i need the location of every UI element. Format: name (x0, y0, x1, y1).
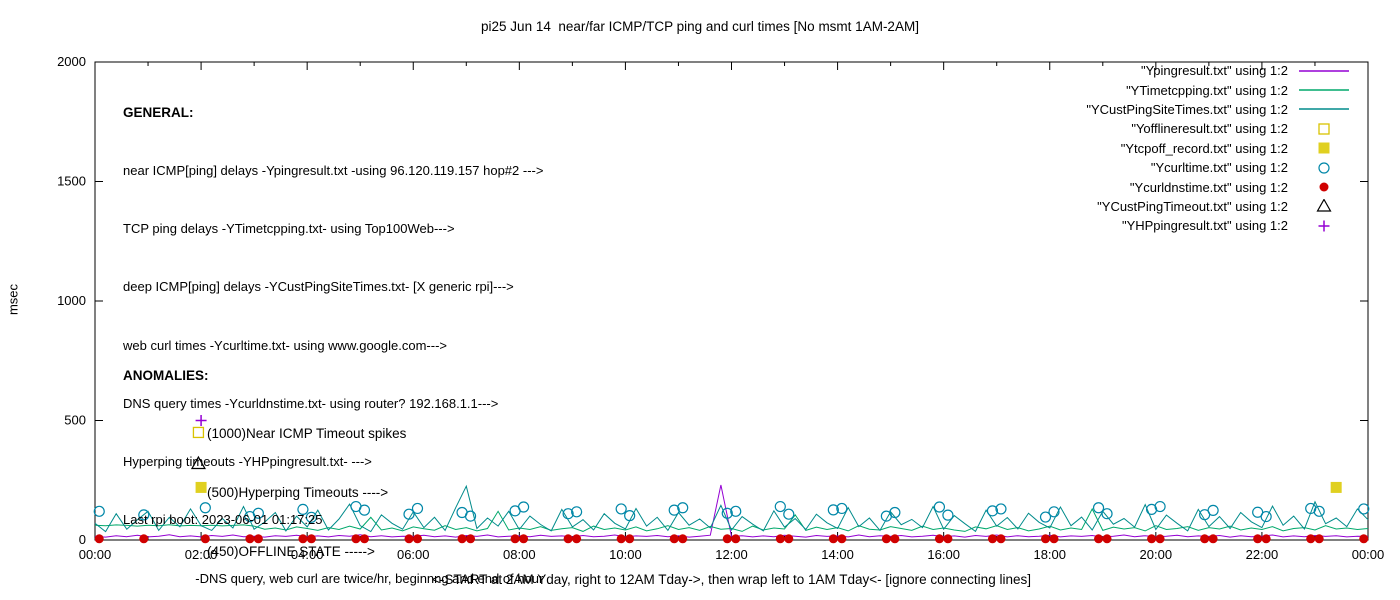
legend-swatch-open-triangle (1316, 199, 1332, 213)
svg-text:06:00: 06:00 (397, 547, 430, 562)
svg-text:500: 500 (64, 413, 86, 428)
legend-swatch-line (1299, 108, 1349, 111)
chart-title: pi25 Jun 14 near/far ICMP/TCP ping and c… (481, 19, 919, 34)
legend-label: "Yofflineresult.txt" using 1:2 (1131, 121, 1288, 137)
y-axis-label: msec (5, 283, 21, 316)
svg-text:0: 0 (79, 532, 86, 547)
legend-swatch-plus (1318, 220, 1330, 232)
svg-text:20:00: 20:00 (1140, 547, 1173, 562)
series-YHPpingresult.txt (195, 415, 207, 426)
general-line: deep ICMP[ping] delays -YCustPingSiteTim… (123, 279, 514, 295)
general-line: -DNS query, web curl are twice/hr, begin… (123, 570, 544, 586)
legend-row: "YHPpingresult.txt" using 1:2 (1086, 216, 1352, 235)
series-YCustPingTimeout.txt (190, 455, 206, 470)
legend-row: "YCustPingTimeout.txt" using 1:2 (1086, 197, 1352, 216)
legend-label: "YCustPingSiteTimes.txt" using 1:2 (1086, 101, 1288, 117)
series-YTimetcpping.txt (94, 507, 1369, 532)
general-line: DNS query times -Ycurldnstime.txt- using… (123, 395, 499, 411)
legend-row: "YCustPingSiteTimes.txt" using 1:2 (1086, 100, 1352, 119)
legend-row: "Ytcpoff_record.txt" using 1:2 (1086, 139, 1352, 158)
legend-label: "Ycurltime.txt" using 1:2 (1150, 160, 1288, 176)
series-Ycurltime.txt (93, 500, 1370, 523)
general-line: Last rpi boot: 2023-06-01 01:17:25 (123, 512, 323, 528)
general-line: near ICMP[ping] delays -Ypingresult.txt … (123, 163, 544, 179)
svg-text:04:00: 04:00 (291, 547, 324, 562)
general-heading: GENERAL: (123, 104, 194, 120)
legend-swatch-line (1299, 69, 1349, 72)
legend-swatch-open-square (1318, 123, 1330, 135)
series-Yofflineresult.txt (192, 426, 205, 439)
svg-text:2000: 2000 (57, 54, 86, 69)
svg-text:16:00: 16:00 (927, 547, 960, 562)
legend: "Ypingresult.txt" using 1:2 "YTimetcppin… (1086, 61, 1352, 236)
general-line: web curl times -Ycurltime.txt- using www… (123, 337, 448, 353)
legend-label: "Ypingresult.txt" using 1:2 (1140, 63, 1288, 79)
legend-row: "Ypingresult.txt" using 1:2 (1086, 61, 1352, 80)
series-Ycurldnstime.txt (94, 534, 1369, 544)
anomalies-heading: ANOMALIES: (123, 368, 209, 383)
anomalies-annotation-block: (1000)Near ICMP Timeout spikes (500)Hype… (207, 385, 406, 600)
legend-row: "Ycurltime.txt" using 1:2 (1086, 158, 1352, 177)
series-Ypingresult.txt (94, 484, 1369, 538)
legend-label: "YHPpingresult.txt" using 1:2 (1121, 218, 1288, 234)
legend-swatch-line (1299, 89, 1349, 91)
legend-label: "Ytcpoff_record.txt" using 1:2 (1120, 140, 1288, 156)
svg-text:00:00: 00:00 (79, 547, 112, 562)
svg-text:22:00: 22:00 (1246, 547, 1279, 562)
legend-label: "YTimetcpping.txt" using 1:2 (1126, 82, 1288, 98)
general-line: TCP ping delays -YTimetcpping.txt- using… (123, 221, 455, 237)
svg-text:18:00: 18:00 (1033, 547, 1066, 562)
legend-label: "YCustPingTimeout.txt" using 1:2 (1097, 198, 1288, 214)
svg-text:12:00: 12:00 (715, 547, 748, 562)
legend-row: "YTimetcpping.txt" using 1:2 (1086, 80, 1352, 99)
anomaly-line: (450)OFFLINE STATE -----> (207, 543, 375, 559)
legend-swatch-filled-circle (1319, 182, 1329, 192)
series-Ytcpoff_record.txt (195, 481, 1342, 493)
legend-row: "Ycurldnstime.txt" using 1:2 (1086, 177, 1352, 196)
svg-text:14:00: 14:00 (821, 547, 854, 562)
general-line: Hyperping timeouts -YHPpingresult.txt- -… (123, 454, 372, 470)
legend-swatch-filled-square (1318, 142, 1330, 154)
anomaly-line: (500)Hyperping Timeouts ----> (207, 484, 389, 500)
svg-text:1500: 1500 (57, 174, 86, 189)
svg-text:00:00: 00:00 (1352, 547, 1385, 562)
svg-text:08:00: 08:00 (503, 547, 536, 562)
legend-row: "Yofflineresult.txt" using 1:2 (1086, 119, 1352, 138)
svg-text:02:00: 02:00 (185, 547, 218, 562)
x-axis-label: <-START at 2AM Yday, right to 12AM Tday-… (432, 572, 1031, 587)
legend-label: "Ycurldnstime.txt" using 1:2 (1129, 179, 1288, 195)
anomaly-line: (1000)Near ICMP Timeout spikes (207, 426, 407, 442)
legend-swatch-open-circle (1318, 162, 1330, 174)
svg-text:10:00: 10:00 (609, 547, 642, 562)
svg-text:1000: 1000 (57, 293, 86, 308)
series-YCustPingSiteTimes.txt (94, 484, 1369, 533)
general-annotation-block: GENERAL: near ICMP[ping] delays -Ypingre… (123, 64, 587, 600)
